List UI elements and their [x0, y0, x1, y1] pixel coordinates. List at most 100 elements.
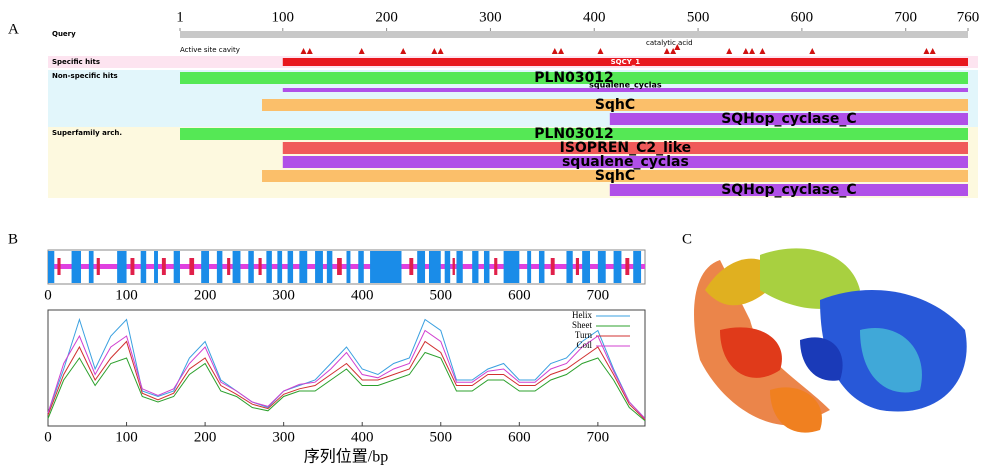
helix-block [417, 251, 425, 283]
helix-block [89, 251, 94, 283]
site-marker [809, 48, 815, 54]
legend-label: Turn [575, 330, 593, 340]
sheet-block [409, 258, 413, 275]
x-tick-label: 100 [115, 429, 138, 445]
legend-label: Coil [576, 340, 592, 350]
section-label: Superfamily arch. [52, 129, 122, 137]
x-tick-label: 300 [272, 287, 295, 303]
helix-block [201, 251, 209, 283]
sheet-block [130, 258, 134, 275]
helix-block [141, 251, 146, 283]
helix-block [48, 251, 54, 283]
x-axis-title: 序列位置/bp [304, 448, 388, 466]
panel-label: B [8, 231, 18, 247]
site-marker [552, 48, 558, 54]
ruler-tick-label: 100 [272, 9, 295, 25]
ruler-tick-label: 400 [583, 9, 606, 25]
helix-block [370, 251, 401, 283]
helix-block [299, 251, 307, 283]
x-tick-label: 200 [194, 287, 217, 303]
site-marker [400, 48, 406, 54]
sheet-block [189, 258, 194, 275]
helix-block [614, 251, 622, 283]
ruler-tick-label: 760 [957, 9, 980, 25]
sheet-block [494, 258, 497, 275]
hit-label: SqhC [595, 97, 635, 113]
site-marker [743, 48, 749, 54]
x-tick-label: 500 [430, 287, 453, 303]
sheet-block [625, 258, 629, 275]
panel-label: A [8, 21, 19, 37]
helix-block [504, 251, 520, 283]
site-marker [930, 48, 936, 54]
section-label: Non-specific hits [52, 72, 118, 80]
x-tick-label: 200 [194, 429, 217, 445]
helix-block [456, 251, 462, 283]
helix-block [233, 251, 241, 283]
site-marker [749, 48, 755, 54]
x-tick-label: 600 [508, 429, 531, 445]
site-marker [664, 48, 670, 54]
helix-block [117, 251, 126, 283]
x-tick-label: 100 [115, 287, 138, 303]
helix-block [358, 251, 363, 283]
helix-block [174, 251, 180, 283]
sheet-block [162, 258, 166, 275]
sheet-block [259, 258, 262, 275]
helix-block [154, 251, 158, 283]
x-tick-label: 500 [430, 429, 453, 445]
x-tick-label: 400 [351, 429, 374, 445]
x-tick-label: 400 [351, 287, 374, 303]
sheet-block [576, 258, 579, 275]
helix-block [527, 251, 531, 283]
helix-block [288, 251, 293, 283]
helix-block [248, 251, 253, 283]
legend-label: Sheet [572, 320, 592, 330]
protein-structure [694, 248, 967, 432]
helix-block [347, 251, 351, 283]
site-marker [726, 48, 732, 54]
helix-block [539, 251, 544, 283]
site-marker [597, 48, 603, 54]
sheet-block [57, 258, 60, 275]
x-tick-label: 700 [587, 287, 610, 303]
helix-block [484, 251, 489, 283]
ruler-tick-label: 500 [687, 9, 710, 25]
site-marker [759, 48, 765, 54]
helix-block [327, 251, 332, 283]
ruler-tick-label: 200 [375, 9, 398, 25]
hit-label: SQHop_cyclase_C [721, 182, 856, 198]
helix-block [566, 251, 572, 283]
site-marker [558, 48, 564, 54]
ruler-tick-label: 700 [894, 9, 917, 25]
x-tick-label: 600 [508, 287, 531, 303]
helix-block [429, 251, 441, 283]
query-bar [180, 31, 968, 38]
helix-block [582, 251, 590, 283]
x-tick-label: 0 [44, 287, 52, 303]
legend-label: Helix [572, 310, 592, 320]
ruler-tick-label: 1 [176, 9, 184, 25]
helix-block [472, 251, 478, 283]
profile-line [48, 353, 645, 421]
hit-label: squalene_cyclas [589, 81, 662, 90]
helix-block [445, 251, 450, 283]
site-marker [431, 48, 437, 54]
sheet-block [337, 258, 342, 275]
ruler-tick-label: 600 [791, 9, 814, 25]
sheet-block [97, 258, 100, 275]
helix-block [633, 251, 641, 283]
section-label: Specific hits [52, 58, 100, 66]
hit-label: SQCY_1 [611, 58, 641, 66]
helix-block [315, 251, 323, 283]
sheet-block [453, 258, 455, 275]
sheet-block [551, 258, 555, 275]
catalytic-label: catalytic acid [646, 39, 693, 47]
hit-label: SQHop_cyclase_C [721, 111, 856, 127]
profile-line [48, 331, 645, 419]
helix-block [277, 251, 282, 283]
section-label: Query [52, 30, 76, 38]
site-marker [923, 48, 929, 54]
x-tick-label: 700 [587, 429, 610, 445]
panel-label: C [682, 231, 692, 247]
